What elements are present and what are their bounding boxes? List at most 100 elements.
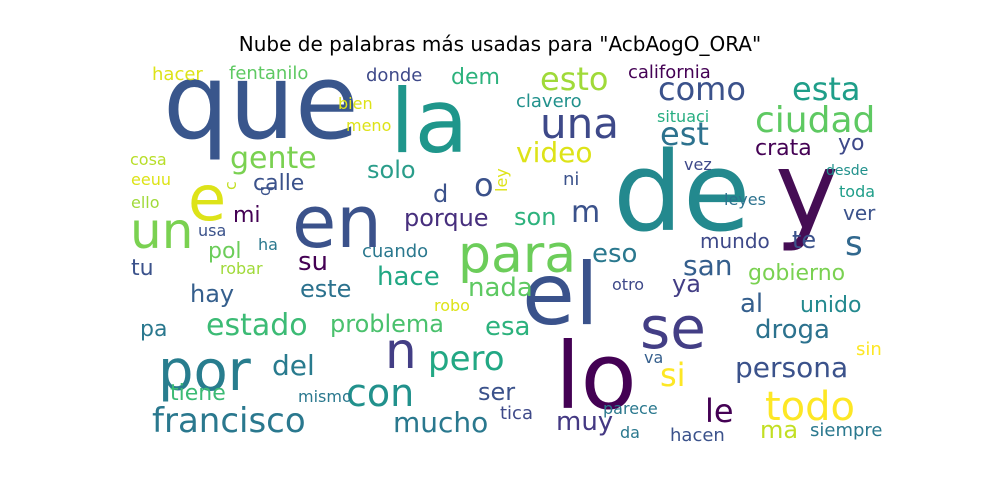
cloud-word: cosa — [130, 150, 167, 169]
cloud-word: n — [385, 322, 417, 380]
cloud-word: clavero — [516, 91, 582, 112]
cloud-word: tu — [131, 256, 154, 281]
cloud-word: nada — [468, 273, 533, 303]
chart-title: Nube de palabras más usadas para "AcbAog… — [238, 32, 762, 56]
cloud-word: ver — [843, 201, 876, 225]
cloud-word: del — [272, 349, 315, 382]
cloud-word: pa — [140, 317, 167, 342]
cloud-word: toda — [839, 182, 875, 201]
cloud-word: ciudad — [755, 100, 875, 141]
cloud-word: video — [516, 136, 592, 169]
cloud-word: est — [660, 115, 709, 153]
cloud-word: en — [292, 180, 382, 264]
cloud-word: eso — [592, 239, 637, 269]
cloud-word: ha — [258, 235, 278, 254]
cloud-word: usa — [198, 221, 226, 240]
cloud-word: meno — [346, 116, 391, 135]
cloud-word: mi — [233, 203, 261, 228]
cloud-word: da — [620, 423, 640, 442]
cloud-word: situaci — [657, 107, 709, 126]
cloud-word: desde — [826, 163, 868, 179]
cloud-word: pol — [208, 239, 242, 264]
cloud-word: d — [433, 180, 448, 208]
cloud-word: pero — [428, 339, 505, 379]
cloud-word: m — [571, 195, 600, 230]
cloud-word: siempre — [810, 420, 883, 441]
cloud-word: c — [221, 181, 240, 190]
cloud-word: mismo — [298, 387, 352, 406]
cloud-word: robo — [434, 296, 470, 315]
cloud-word: ser — [478, 378, 515, 406]
cloud-word: esa — [485, 312, 530, 342]
cloud-word: sin — [856, 339, 882, 360]
cloud-word: tica — [500, 403, 533, 424]
cloud-word: hace — [377, 262, 440, 292]
cloud-word: porque — [404, 204, 489, 232]
cloud-word: dem — [451, 65, 500, 90]
cloud-word: estado — [206, 308, 308, 343]
cloud-word: lo — [555, 323, 637, 430]
cloud-word: eeuu — [131, 170, 171, 189]
cloud-word: como — [658, 70, 746, 108]
cloud-word: parece — [603, 399, 658, 418]
cloud-word: donde — [366, 65, 422, 86]
cloud-word: persona — [735, 351, 848, 384]
cloud-word: mucho — [393, 406, 488, 439]
cloud-word: ya — [672, 270, 701, 298]
cloud-word: este — [300, 275, 351, 303]
cloud-word: hacer — [152, 64, 203, 85]
cloud-word: o — [474, 166, 494, 204]
cloud-word: un — [130, 202, 193, 260]
cloud-word: esto — [540, 60, 608, 98]
cloud-word: el — [522, 245, 599, 345]
cloud-word: una — [540, 99, 619, 148]
cloud-word: ley — [492, 168, 511, 192]
cloud-word: muy — [556, 407, 613, 437]
cloud-word: yo — [838, 131, 864, 156]
cloud-word: se — [640, 294, 706, 362]
cloud-word: vez — [684, 155, 712, 174]
cloud-word: tiene — [170, 381, 226, 406]
cloud-word: q — [255, 186, 274, 196]
cloud-word: todo — [765, 384, 855, 430]
cloud-word: e — [188, 162, 226, 235]
cloud-word: esta — [792, 70, 861, 108]
cloud-word: fentanilo — [229, 63, 308, 84]
cloud-word: otro — [612, 275, 644, 294]
cloud-word: gobierno — [748, 261, 845, 286]
cloud-word: problema — [330, 310, 444, 338]
cloud-word: san — [683, 249, 733, 282]
cloud-word: solo — [367, 156, 416, 184]
cloud-word: para — [458, 225, 576, 285]
cloud-word: hacen — [670, 425, 725, 446]
cloud-word: unido — [800, 293, 861, 318]
cloud-word: de — [613, 128, 751, 256]
cloud-word: gente — [230, 141, 317, 176]
cloud-word: ello — [131, 193, 160, 212]
cloud-word: te — [792, 226, 816, 254]
cloud-word: droga — [755, 315, 830, 345]
cloud-word: california — [628, 62, 711, 83]
cloud-word: va — [644, 348, 663, 367]
cloud-word: y — [775, 129, 839, 254]
cloud-word: robar — [220, 259, 263, 278]
cloud-word: que — [163, 41, 359, 163]
cloud-word: crata — [755, 136, 812, 161]
cloud-word: leyes — [724, 190, 766, 209]
cloud-word: hay — [190, 280, 234, 308]
cloud-word: mundo — [700, 229, 770, 253]
cloud-word: son — [514, 203, 556, 231]
cloud-word: le — [705, 392, 734, 430]
cloud-word: por — [158, 339, 252, 404]
cloud-word: con — [346, 371, 414, 415]
cloud-word: la — [390, 70, 468, 173]
cloud-word: cuando — [362, 241, 428, 262]
cloud-word: calle — [253, 171, 304, 196]
cloud-word: ma — [760, 416, 798, 444]
cloud-word: ni — [563, 169, 579, 190]
cloud-word: bien — [338, 94, 373, 113]
cloud-word: al — [740, 289, 763, 319]
cloud-word: si — [660, 356, 686, 394]
cloud-word: s — [845, 224, 863, 264]
